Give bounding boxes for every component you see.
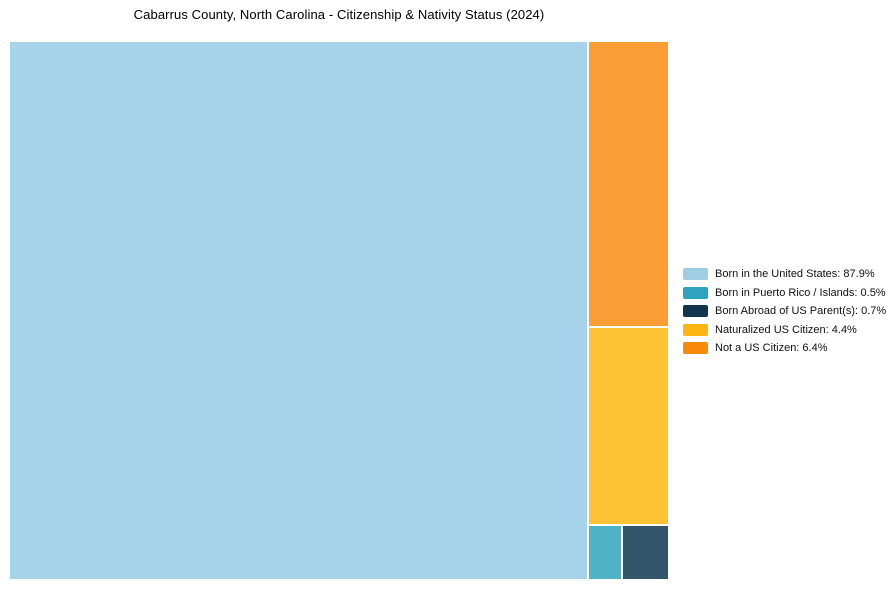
treemap-cell-born-puerto-rico [589,525,622,579]
legend: Born in the United States: 87.9% Born in… [683,265,886,358]
legend-item-naturalized: Naturalized US Citizen: 4.4% [683,321,886,340]
legend-swatch-naturalized [683,323,708,336]
legend-swatch-born-puerto-rico [683,286,708,299]
legend-label-born-puerto-rico: Born in Puerto Rico / Islands: 0.5% [715,286,886,299]
legend-item-born-in-us: Born in the United States: 87.9% [683,265,886,284]
legend-label-naturalized: Naturalized US Citizen: 4.4% [715,323,857,336]
treemap-cell-not-a-citizen [589,42,668,327]
legend-label-born-in-us: Born in the United States: 87.9% [715,268,875,281]
legend-label-not-a-citizen: Not a US Citizen: 6.4% [715,342,828,355]
treemap-right-column [589,42,668,579]
treemap [10,42,668,579]
treemap-cell-born-abroad [623,525,668,579]
chart-title: Cabarrus County, North Carolina - Citize… [133,7,545,22]
legend-item-not-a-citizen: Not a US Citizen: 6.4% [683,339,886,358]
treemap-cell-naturalized [589,328,668,524]
legend-swatch-born-in-us [683,268,708,281]
legend-item-born-puerto-rico: Born in Puerto Rico / Islands: 0.5% [683,284,886,303]
legend-label-born-abroad: Born Abroad of US Parent(s): 0.7% [715,305,887,318]
treemap-bottom-row [589,525,668,579]
legend-swatch-not-a-citizen [683,342,708,355]
treemap-cell-born-in-us [10,42,588,579]
legend-item-born-abroad: Born Abroad of US Parent(s): 0.7% [683,302,886,321]
legend-swatch-born-abroad [683,305,708,318]
